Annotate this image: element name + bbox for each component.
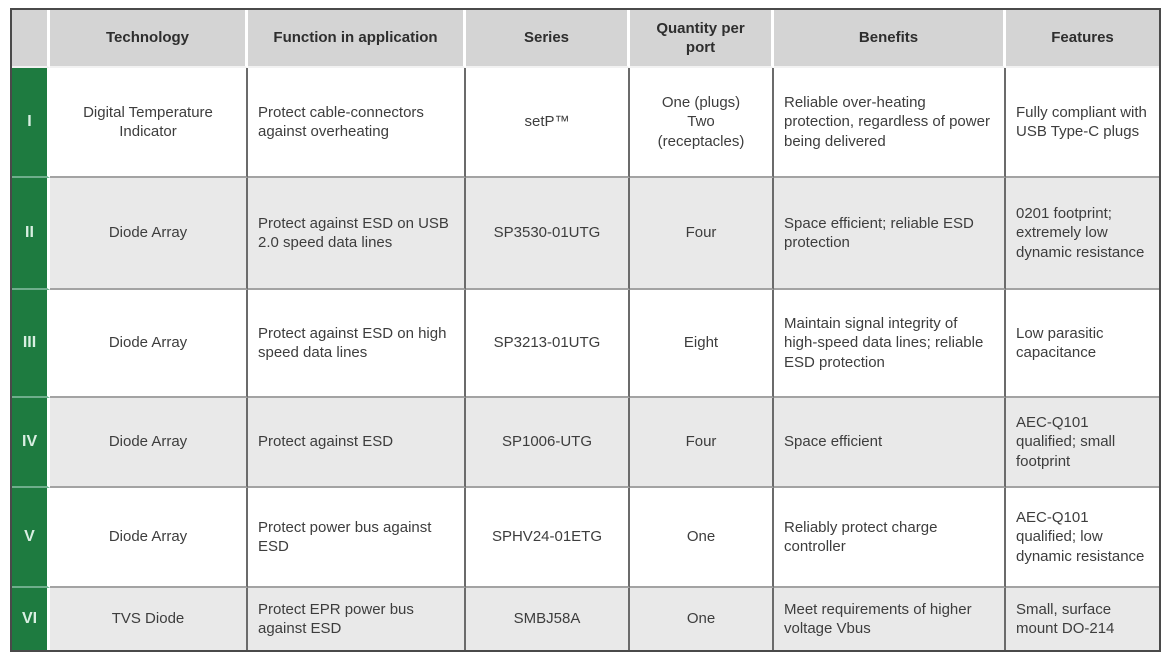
quantity-cell: Four (630, 178, 774, 290)
benefits-cell: Reliably protect charge controller (774, 488, 1006, 588)
features-cell: Fully compliant with USB Type-C plugs (1006, 68, 1159, 178)
header-series: Series (466, 10, 630, 68)
header-features: Features (1006, 10, 1159, 68)
series-cell: SPHV24-01ETG (466, 488, 630, 588)
row-label-cell: III (12, 290, 50, 398)
header-quantity: Quantity per port (630, 10, 774, 68)
benefits-cell: Maintain signal integrity of high-speed … (774, 290, 1006, 398)
features-cell: AEC-Q101 qualified; low dynamic resistan… (1006, 488, 1159, 588)
usb-protection-spec-table: Technology Function in application Serie… (10, 8, 1161, 652)
benefits-cell: Meet requirements of higher voltage Vbus (774, 588, 1006, 650)
quantity-cell: One (plugs) Two (receptacles) (630, 68, 774, 178)
function-cell: Protect cable-connectors against overhea… (248, 68, 466, 178)
benefits-cell: Reliable over-heating protection, regard… (774, 68, 1006, 178)
row-label-cell: I (12, 68, 50, 178)
series-cell: SMBJ58A (466, 588, 630, 650)
header-function: Function in application (248, 10, 466, 68)
row-label-cell: II (12, 178, 50, 290)
function-cell: Protect EPR power bus against ESD (248, 588, 466, 650)
row-label-cell: V (12, 488, 50, 588)
quantity-cell: One (630, 488, 774, 588)
header-benefits: Benefits (774, 10, 1006, 68)
technology-cell: Diode Array (50, 290, 248, 398)
corner-header-cell (12, 10, 50, 68)
features-cell: AEC-Q101 qualified; small footprint (1006, 398, 1159, 488)
technology-cell: TVS Diode (50, 588, 248, 650)
row-label-cell: IV (12, 398, 50, 488)
series-cell: SP3530-01UTG (466, 178, 630, 290)
series-cell: setP™ (466, 68, 630, 178)
technology-cell: Diode Array (50, 488, 248, 588)
function-cell: Protect against ESD on high speed data l… (248, 290, 466, 398)
row-label-cell: VI (12, 588, 50, 650)
technology-cell: Digital Temperature Indicator (50, 68, 248, 178)
benefits-cell: Space efficient (774, 398, 1006, 488)
header-row: Technology Function in application Serie… (12, 10, 1159, 68)
table-row: III Diode Array Protect against ESD on h… (12, 290, 1159, 398)
header-technology: Technology (50, 10, 248, 68)
benefits-cell: Space efficient; reliable ESD protection (774, 178, 1006, 290)
table-row: VI TVS Diode Protect EPR power bus again… (12, 588, 1159, 650)
features-cell: 0201 footprint; extremely low dynamic re… (1006, 178, 1159, 290)
quantity-cell: One (630, 588, 774, 650)
function-cell: Protect power bus against ESD (248, 488, 466, 588)
series-cell: SP3213-01UTG (466, 290, 630, 398)
table-row: V Diode Array Protect power bus against … (12, 488, 1159, 588)
table-row: IV Diode Array Protect against ESD SP100… (12, 398, 1159, 488)
technology-cell: Diode Array (50, 398, 248, 488)
technology-cell: Diode Array (50, 178, 248, 290)
table-row: I Digital Temperature Indicator Protect … (12, 68, 1159, 178)
features-cell: Low parasitic capacitance (1006, 290, 1159, 398)
quantity-cell: Eight (630, 290, 774, 398)
function-cell: Protect against ESD on USB 2.0 speed dat… (248, 178, 466, 290)
series-cell: SP1006-UTG (466, 398, 630, 488)
quantity-cell: Four (630, 398, 774, 488)
table-row: II Diode Array Protect against ESD on US… (12, 178, 1159, 290)
function-cell: Protect against ESD (248, 398, 466, 488)
features-cell: Small, surface mount DO-214 (1006, 588, 1159, 650)
